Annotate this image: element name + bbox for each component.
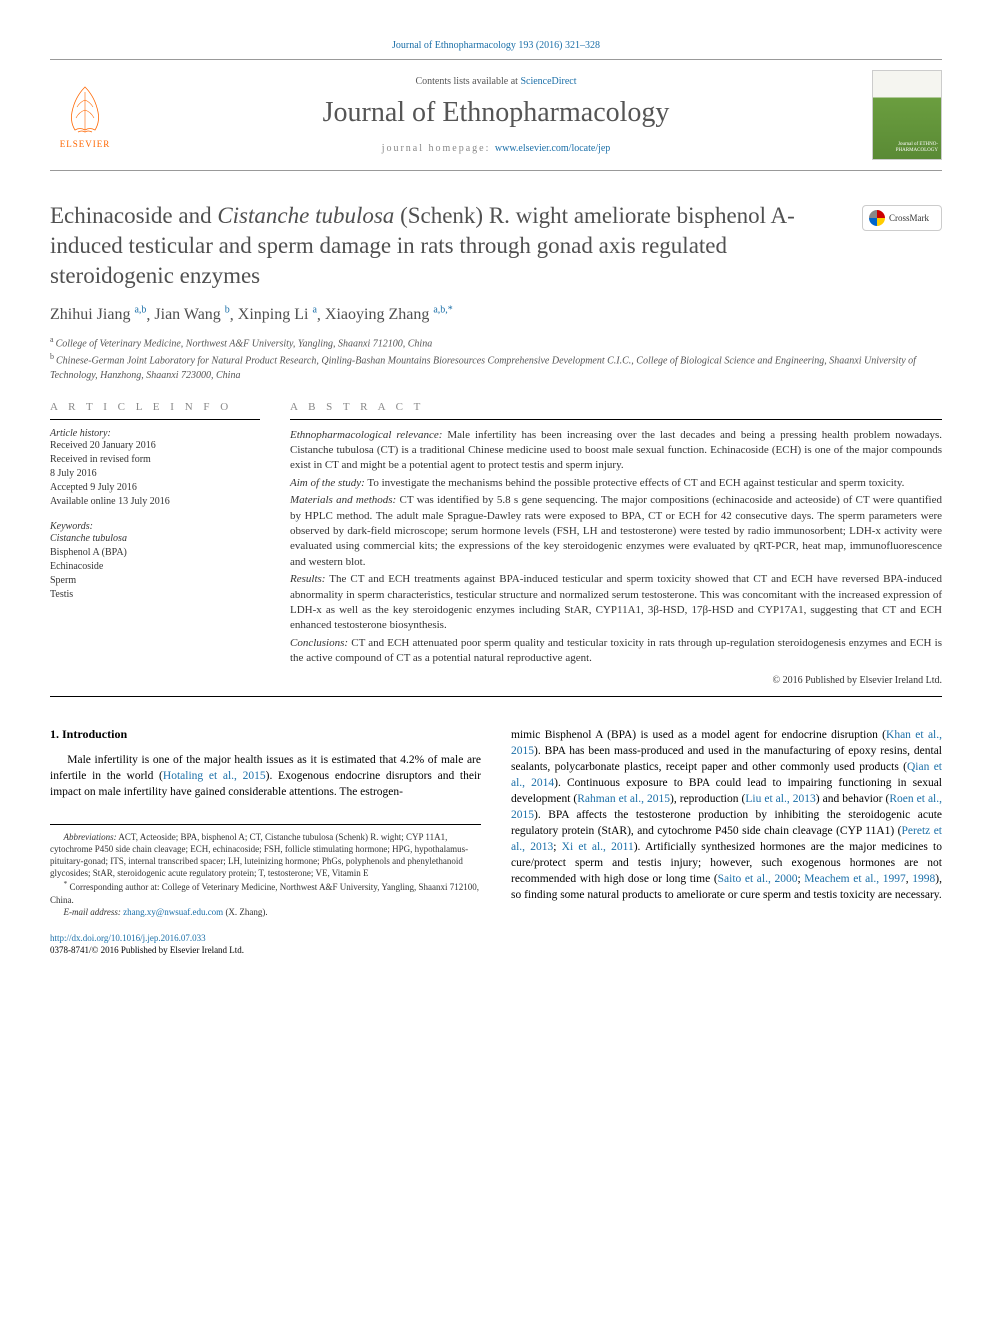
- left-column: 1. Introduction Male infertility is one …: [50, 727, 481, 957]
- author: Jian Wang b: [154, 306, 229, 323]
- journal-homepage-line: journal homepage: www.elsevier.com/locat…: [140, 143, 852, 154]
- abstract-body: Ethnopharmacological relevance: Male inf…: [290, 428, 942, 667]
- elsevier-logo[interactable]: ELSEVIER: [50, 75, 120, 155]
- affiliation-line: a College of Veterinary Medicine, Northw…: [50, 334, 942, 351]
- body-columns: 1. Introduction Male infertility is one …: [50, 727, 942, 957]
- contents-prefix: Contents lists available at: [415, 76, 520, 87]
- email-suffix: (X. Zhang).: [223, 907, 268, 917]
- abstract-section-label: Ethnopharmacological relevance:: [290, 429, 442, 441]
- affiliation-line: b Chinese-German Joint Laboratory for Na…: [50, 351, 942, 382]
- doi-block: http://dx.doi.org/10.1016/j.jep.2016.07.…: [50, 932, 481, 956]
- ref-meachem-1998[interactable]: 1998: [912, 873, 935, 885]
- affil-sup: a: [50, 335, 56, 344]
- abstract-section-text: To investigate the mechanisms behind the…: [365, 477, 905, 489]
- title-italic: Cistanche tubulosa: [217, 203, 394, 228]
- email-label: E-mail address:: [64, 907, 121, 917]
- journal-header: ELSEVIER Contents lists available at Sci…: [50, 59, 942, 171]
- intro-paragraph-cont: mimic Bisphenol A (BPA) is used as a mod…: [511, 727, 942, 904]
- homepage-link[interactable]: www.elsevier.com/locate/jep: [495, 143, 610, 154]
- elsevier-label: ELSEVIER: [60, 139, 111, 149]
- article-title: Echinacoside and Cistanche tubulosa (Sch…: [50, 201, 842, 291]
- issn-copyright: 0378-8741/© 2016 Published by Elsevier I…: [50, 945, 244, 955]
- ref-saito-2000[interactable]: Saito et al., 2000: [718, 873, 798, 885]
- right-column: mimic Bisphenol A (BPA) is used as a mod…: [511, 727, 942, 957]
- corr-email-link[interactable]: zhang.xy@nwsuaf.edu.com: [123, 907, 223, 917]
- author-affil-sup: a,b,*: [433, 305, 452, 316]
- author-affil-sup: a: [312, 305, 316, 316]
- author-affil-sup: a,b: [134, 305, 146, 316]
- corr-marker: *: [64, 879, 68, 888]
- abstract-section: Results: The CT and ECH treatments again…: [290, 572, 942, 634]
- abstract-section: Ethnopharmacological relevance: Male inf…: [290, 428, 942, 474]
- abstract-column: A B S T R A C T Ethnopharmacological rel…: [290, 401, 942, 686]
- journal-cover-thumbnail[interactable]: Journal of ETHNO- PHARMACOLOGY: [872, 70, 942, 160]
- history-item: Available online 13 July 2016: [50, 495, 260, 509]
- doi-link[interactable]: http://dx.doi.org/10.1016/j.jep.2016.07.…: [50, 933, 206, 943]
- ref-xi-2011[interactable]: Xi et al., 2011: [562, 841, 634, 853]
- footnotes: Abbreviations: ACT, Acteoside; BPA, bisp…: [50, 824, 481, 918]
- keywords-label: Keywords:: [50, 521, 260, 532]
- abstract-section: Materials and methods: CT was identified…: [290, 493, 942, 570]
- abstract-section-text: CT and ECH attenuated poor sperm quality…: [290, 637, 942, 664]
- title-part-1: Echinacoside and: [50, 203, 217, 228]
- abstract-section-label: Results:: [290, 573, 325, 585]
- abstract-section: Conclusions: CT and ECH attenuated poor …: [290, 636, 942, 667]
- abstract-copyright: © 2016 Published by Elsevier Ireland Ltd…: [290, 675, 942, 686]
- contents-list-line: Contents lists available at ScienceDirec…: [140, 76, 852, 87]
- abstract-section-label: Aim of the study:: [290, 477, 365, 489]
- history-item: 8 July 2016: [50, 467, 260, 481]
- intro-heading: 1. Introduction: [50, 727, 481, 742]
- history-item: Accepted 9 July 2016: [50, 481, 260, 495]
- abstract-heading: A B S T R A C T: [290, 401, 942, 413]
- abstract-section-label: Conclusions:: [290, 637, 348, 649]
- homepage-prefix: journal homepage:: [382, 143, 495, 154]
- article-info-column: A R T I C L E I N F O Article history: R…: [50, 401, 260, 686]
- crossmark-icon: [869, 210, 885, 226]
- cover-text: Journal of ETHNO- PHARMACOLOGY: [873, 142, 938, 153]
- author: Xiaoying Zhang a,b,*: [325, 306, 453, 323]
- keyword-item: Echinacoside: [50, 560, 260, 574]
- abstract-section-text: The CT and ECH treatments against BPA-in…: [290, 573, 942, 631]
- abstract-section-label: Materials and methods:: [290, 494, 396, 506]
- ref-liu-2013[interactable]: Liu et al., 2013: [745, 793, 815, 805]
- crossmark-badge[interactable]: CrossMark: [862, 205, 942, 231]
- keyword-item: Testis: [50, 588, 260, 602]
- journal-name: Journal of Ethnopharmacology: [140, 97, 852, 129]
- history-label: Article history:: [50, 428, 260, 439]
- abstract-section: Aim of the study: To investigate the mec…: [290, 476, 942, 491]
- intro-paragraph-1: Male infertility is one of the major hea…: [50, 752, 481, 800]
- keyword-item: Sperm: [50, 574, 260, 588]
- keyword-item: Bisphenol A (BPA): [50, 546, 260, 560]
- article-info-heading: A R T I C L E I N F O: [50, 401, 260, 413]
- keyword-item: Cistanche tubulosa: [50, 532, 260, 546]
- journal-volume-link[interactable]: Journal of Ethnopharmacology 193 (2016) …: [50, 40, 942, 51]
- affil-sup: b: [50, 352, 56, 361]
- ref-meachem-1997[interactable]: Meachem et al., 1997: [804, 873, 906, 885]
- crossmark-label: CrossMark: [889, 213, 929, 223]
- corr-text: Corresponding author at: College of Vete…: [50, 882, 479, 904]
- author: Xinping Li a: [238, 306, 317, 323]
- author: Zhihui Jiang a,b: [50, 306, 146, 323]
- authors-line: Zhihui Jiang a,b, Jian Wang b, Xinping L…: [50, 305, 942, 324]
- ref-hotaling-2015[interactable]: Hotaling et al., 2015: [163, 770, 266, 782]
- elsevier-tree-icon: [60, 82, 110, 137]
- abbrev-label: Abbreviations:: [64, 832, 117, 842]
- ref-rahman-2015[interactable]: Rahman et al., 2015: [577, 793, 670, 805]
- author-affil-sup: b: [225, 305, 230, 316]
- sciencedirect-link[interactable]: ScienceDirect: [520, 76, 576, 87]
- history-item: Received in revised form: [50, 453, 260, 467]
- history-item: Received 20 January 2016: [50, 439, 260, 453]
- affiliations: a College of Veterinary Medicine, Northw…: [50, 334, 942, 383]
